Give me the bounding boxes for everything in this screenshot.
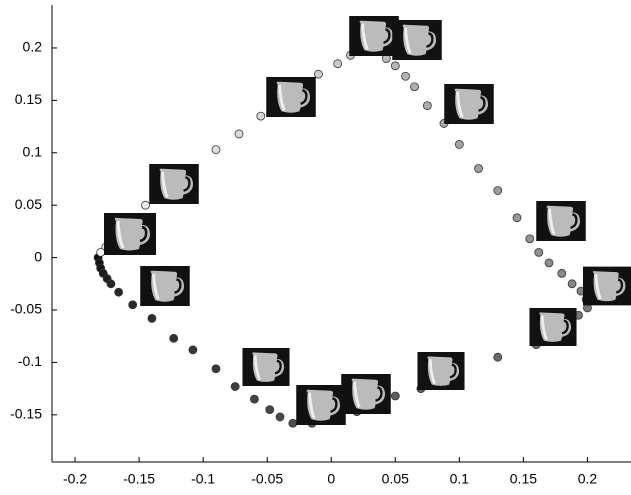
thumbnail xyxy=(296,385,346,425)
point xyxy=(314,70,322,78)
x-tick-label: -0.2 xyxy=(63,471,87,487)
y-tick-label: -0.15 xyxy=(10,406,42,422)
point xyxy=(170,334,178,342)
point xyxy=(402,72,410,80)
point xyxy=(212,146,220,154)
point xyxy=(235,130,243,138)
point xyxy=(266,406,274,414)
x-tick-label: 0.2 xyxy=(578,471,598,487)
point xyxy=(97,248,105,256)
x-tick-label: -0.05 xyxy=(251,471,283,487)
point xyxy=(558,269,566,277)
y-tick-label: 0.2 xyxy=(23,39,43,55)
point xyxy=(568,280,576,288)
y-tick-label: -0.1 xyxy=(18,353,42,369)
y-tick-label: 0.05 xyxy=(15,196,42,212)
x-tick-label: 0.1 xyxy=(450,471,470,487)
page: -0.15 -0.1 -0.05 0 0.05 0.1 0.15 0.2 -0.2 -0.15 -0… xyxy=(0,0,631,495)
point xyxy=(513,214,521,222)
x-tick-label: -0.15 xyxy=(123,471,155,487)
point xyxy=(494,187,502,195)
thumbnail xyxy=(417,352,464,390)
point xyxy=(391,392,399,400)
thumbnail xyxy=(529,308,576,346)
point xyxy=(276,413,284,421)
x-tick-label: 0.05 xyxy=(382,471,409,487)
point xyxy=(494,353,502,361)
x-tick-label: 0.15 xyxy=(510,471,537,487)
point xyxy=(129,301,137,309)
thumbnail xyxy=(583,267,631,306)
thumbnail xyxy=(349,16,399,56)
thumbnails xyxy=(104,16,631,425)
thumbnail xyxy=(392,20,442,60)
x-tick-label: 0 xyxy=(327,471,335,487)
point xyxy=(526,235,534,243)
y-tick-label: 0.1 xyxy=(23,143,43,159)
thumbnail xyxy=(140,266,190,306)
point xyxy=(535,248,543,256)
point xyxy=(289,419,297,427)
point xyxy=(250,395,258,403)
x-tick-label: -0.1 xyxy=(191,471,215,487)
chart: -0.15 -0.1 -0.05 0 0.05 0.1 0.15 0.2 -0.2 -0.15 -0… xyxy=(0,0,631,495)
point xyxy=(423,102,431,110)
point xyxy=(257,112,265,120)
point xyxy=(455,140,463,148)
y-tick-label: 0 xyxy=(34,248,42,264)
point xyxy=(189,346,197,354)
point xyxy=(475,165,483,173)
point xyxy=(391,62,399,70)
point xyxy=(142,201,150,209)
thumbnail xyxy=(341,374,391,414)
y-tick-label: 0.15 xyxy=(15,91,42,107)
point xyxy=(545,259,553,267)
point xyxy=(148,314,156,322)
thumbnail xyxy=(266,77,316,117)
thumbnail xyxy=(149,164,199,204)
thumbnail xyxy=(242,348,289,386)
point xyxy=(334,60,342,68)
point xyxy=(115,288,123,296)
point xyxy=(212,365,220,373)
thumbnail xyxy=(536,201,586,241)
point xyxy=(107,280,115,288)
point xyxy=(231,383,239,391)
thumbnail xyxy=(104,213,156,255)
thumbnail xyxy=(444,84,494,124)
y-tick-label: -0.05 xyxy=(10,301,42,317)
point xyxy=(411,83,419,91)
